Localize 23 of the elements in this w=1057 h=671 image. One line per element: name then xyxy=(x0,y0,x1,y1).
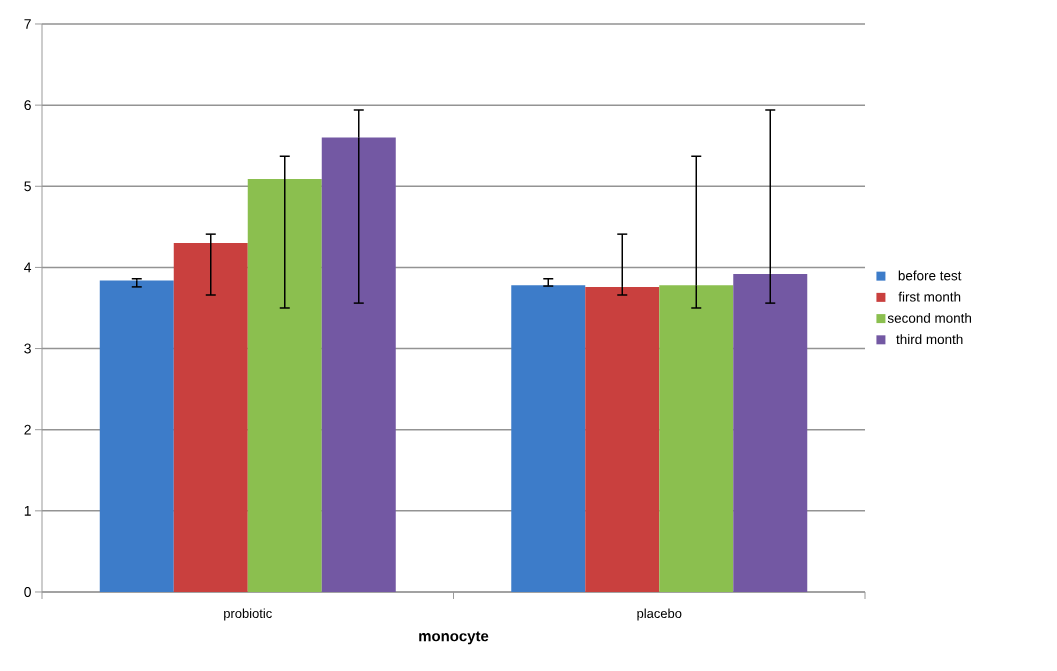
y-tick-label: 3 xyxy=(24,343,31,354)
y-tick-label: 2 xyxy=(24,424,31,435)
bar xyxy=(585,286,660,592)
legend-label: second month xyxy=(887,312,972,323)
bar xyxy=(733,273,808,592)
x-axis-title: monocyte xyxy=(419,631,489,645)
x-tick-label: probiotic xyxy=(224,608,272,621)
bar xyxy=(99,280,174,592)
y-tick-label: 6 xyxy=(24,100,31,111)
legend-label: third month xyxy=(896,334,963,345)
legend-label: before test xyxy=(898,270,962,281)
bar xyxy=(247,178,322,592)
y-tick-label: 7 xyxy=(24,19,31,29)
bar xyxy=(321,137,396,592)
y-tick-label: 1 xyxy=(24,506,31,516)
bar xyxy=(173,243,248,592)
y-tick-label: 4 xyxy=(24,262,32,273)
bar xyxy=(659,285,734,592)
x-tick-label: placebo xyxy=(637,608,682,621)
bar xyxy=(511,285,586,592)
y-tick-label: 5 xyxy=(24,181,31,192)
y-tick-label: 0 xyxy=(24,587,31,597)
legend-label: first month xyxy=(898,291,961,302)
